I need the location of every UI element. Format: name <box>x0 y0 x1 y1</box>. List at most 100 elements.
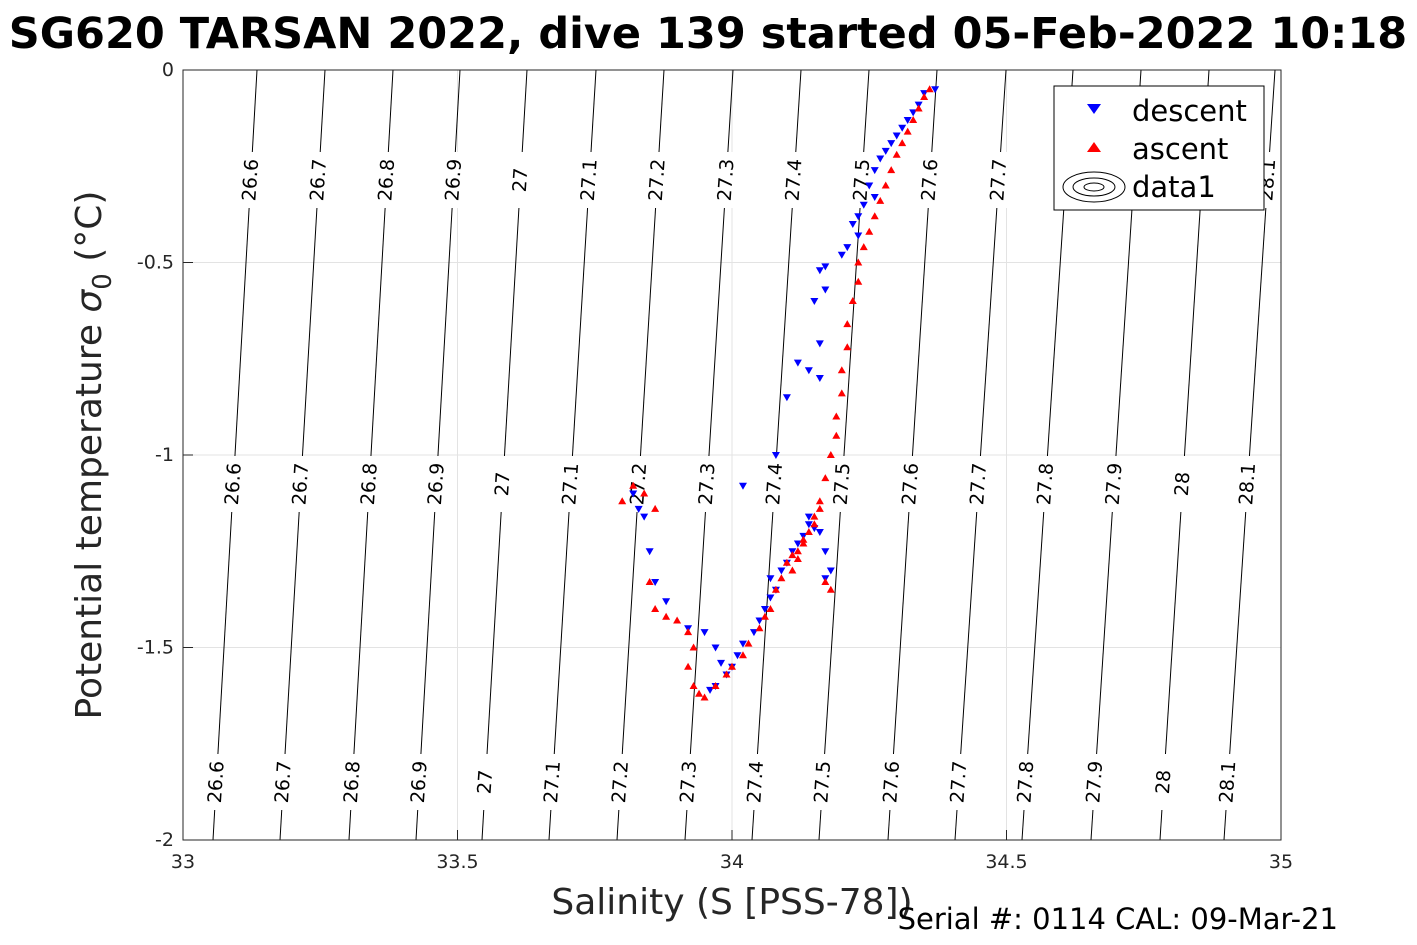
y-axis-label: Potential temperature σ0 (°C) <box>69 191 118 720</box>
descent-point <box>821 286 830 294</box>
isopycnal-label: 27.9 <box>1102 462 1127 506</box>
isopycnal-label-gap <box>473 754 498 810</box>
isopycnal-label-gap <box>1170 456 1195 512</box>
isopycnal-label-gap <box>558 456 583 512</box>
descent-point <box>892 132 901 140</box>
descent-point <box>815 340 824 348</box>
descent-point <box>821 263 830 271</box>
y-tick-label: -0.5 <box>137 252 174 274</box>
ascent-point <box>782 558 791 566</box>
isopycnal-label: 28.1 <box>1215 760 1240 804</box>
ascent-point <box>848 297 857 304</box>
descent-point <box>821 548 830 556</box>
ascent-point <box>662 612 671 620</box>
ascent-point <box>854 277 863 285</box>
serial-cal-text: Serial #: 0114 CAL: 09-Mar-21 <box>898 902 1338 936</box>
isopycnal-label-gap <box>490 456 515 512</box>
isopycnal-label-gap <box>424 456 449 512</box>
descent-point <box>848 221 857 228</box>
isopycnal-label-gap <box>1102 456 1127 512</box>
ascent-point <box>832 412 841 420</box>
descent-point <box>733 652 742 660</box>
ascent-point <box>738 651 747 659</box>
ascent-point <box>684 628 693 636</box>
isopycnal-label: 26.7 <box>271 760 296 804</box>
ascent-point <box>892 150 901 158</box>
isopycnal-label-gap <box>1082 754 1107 810</box>
isopycnal-label-gap <box>986 152 1011 208</box>
y-axis-label-sigma: σ <box>69 289 110 313</box>
isopycnal-label: 27.4 <box>743 760 768 804</box>
descent-point <box>634 505 643 513</box>
isopycnal-label-gap <box>357 456 382 512</box>
isopycnal-label-gap <box>849 152 874 208</box>
descent-point <box>662 598 671 606</box>
ascent-point <box>826 451 835 458</box>
ascent-point <box>689 682 698 689</box>
isopycnal-label-gap <box>810 754 835 810</box>
ascent-point <box>810 520 819 528</box>
isopycnal-label: 27.4 <box>782 158 807 202</box>
descent-point <box>815 529 824 536</box>
ascent-point <box>843 343 852 351</box>
ascent-point <box>645 578 654 586</box>
isopycnal-label: 28 <box>1152 769 1176 795</box>
ascent-point <box>618 497 627 505</box>
isopycnal-label-gap <box>441 152 466 208</box>
y-tick-label: -1.5 <box>137 637 174 659</box>
ascent-point <box>870 212 879 220</box>
isopycnal-label-gap <box>306 152 331 208</box>
isopycnal-label: 27.9 <box>1082 760 1107 804</box>
ascent-point <box>700 693 709 701</box>
descent-point <box>898 124 907 132</box>
ascent-point <box>777 574 786 582</box>
isopycnal-label-gap <box>626 456 651 512</box>
isopycnal-label-gap <box>879 754 904 810</box>
descent-point <box>881 147 890 155</box>
isopycnal-label-gap <box>762 456 787 512</box>
isopycnal-label: 26.6 <box>221 462 246 506</box>
ascent-point <box>711 682 720 689</box>
legend-data1-label: data1 <box>1132 170 1216 204</box>
isopycnal-label: 26.7 <box>306 158 331 202</box>
ascent-point <box>651 605 660 612</box>
descent-point <box>738 640 747 648</box>
x-tick-label: 34.5 <box>985 851 1027 873</box>
isopycnal-label-gap <box>374 152 399 208</box>
ascent-point <box>865 227 874 235</box>
y-tick-label: -2 <box>155 829 174 851</box>
isopycnal-label: 27.6 <box>879 760 904 804</box>
isopycnal-label: 26.9 <box>441 158 466 202</box>
ascent-point <box>920 92 929 100</box>
isopycnal-label: 27.4 <box>762 462 787 506</box>
isopycnal-label: 27.1 <box>540 760 565 804</box>
ascent-point <box>821 578 830 586</box>
ascent-point <box>903 127 912 135</box>
isopycnal-label-gap <box>830 456 855 512</box>
isopycnal-label: 26.6 <box>204 760 229 804</box>
descent-point <box>777 567 786 575</box>
descent-point <box>804 521 813 529</box>
isopycnal-label: 28 <box>1171 471 1195 497</box>
isopycnal-label: 27.1 <box>577 158 602 202</box>
isopycnal-label: 27.5 <box>830 462 855 506</box>
isopycnal-label: 26.6 <box>238 158 263 202</box>
ascent-point <box>804 528 813 535</box>
isopycnal-label: 27.6 <box>918 158 943 202</box>
isopycnal-label-gap <box>288 456 313 512</box>
isopycnal-label-gap <box>608 754 633 810</box>
isopycnal-label-gap <box>1215 754 1240 810</box>
isopycnal-label: 26.9 <box>407 760 432 804</box>
descent-point <box>887 140 896 148</box>
ascent-point <box>793 547 802 555</box>
isopycnal-label: 26.8 <box>374 158 399 202</box>
descent-point <box>738 482 747 490</box>
isopycnal-label: 27.3 <box>695 462 720 506</box>
y-tick-label: 0 <box>162 59 174 81</box>
descent-point <box>810 298 819 305</box>
isopycnal-label-gap <box>221 456 246 512</box>
isopycnal-label: 27 <box>491 471 515 497</box>
descent-point <box>815 375 824 382</box>
descent-point <box>717 659 726 667</box>
isopycnal-label: 26.8 <box>357 462 382 506</box>
